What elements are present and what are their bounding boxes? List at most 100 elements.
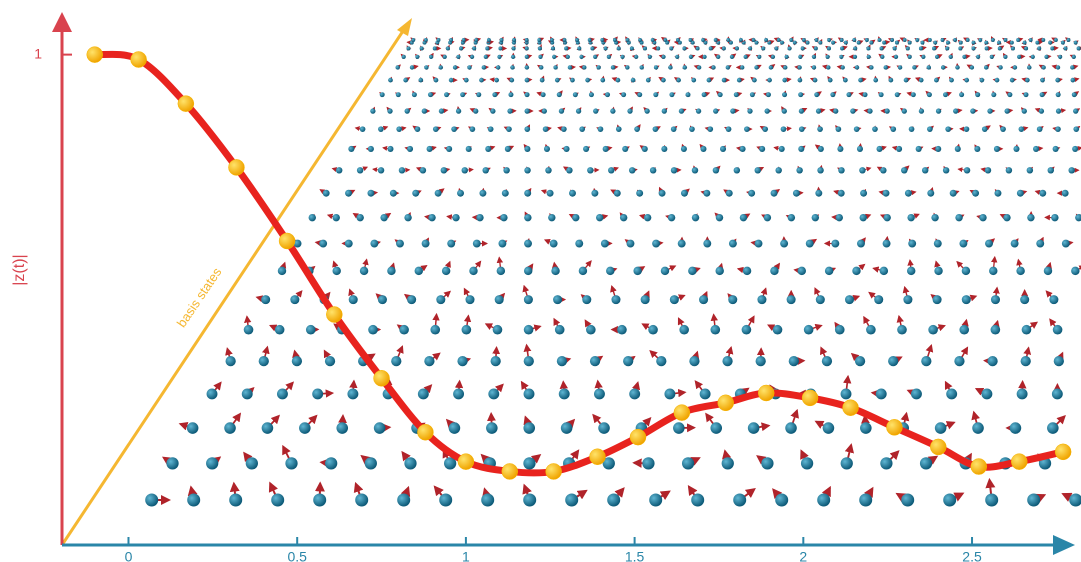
spin-site bbox=[377, 295, 387, 305]
spin-site bbox=[852, 266, 861, 276]
spin-site bbox=[958, 46, 963, 51]
point bbox=[757, 384, 775, 402]
spin-site bbox=[761, 46, 766, 51]
spin-site bbox=[739, 213, 748, 222]
spin-site bbox=[261, 295, 271, 305]
spin-site bbox=[1061, 189, 1069, 197]
spin-site bbox=[453, 388, 465, 400]
spin-site bbox=[523, 295, 533, 305]
spin-site bbox=[696, 65, 702, 70]
spin-site bbox=[524, 108, 530, 114]
spin-site bbox=[344, 239, 353, 248]
spin-site bbox=[987, 108, 993, 114]
spin-site bbox=[1041, 38, 1046, 42]
spin-site bbox=[894, 92, 900, 98]
spin-site bbox=[680, 145, 687, 152]
spin-site bbox=[972, 189, 980, 197]
spin-site bbox=[446, 145, 453, 152]
spin-site bbox=[852, 38, 857, 42]
spin-site bbox=[1025, 77, 1030, 83]
spin-site bbox=[979, 77, 985, 83]
spin-site bbox=[949, 189, 957, 197]
spin-site bbox=[485, 46, 490, 51]
spin-site bbox=[1012, 65, 1018, 70]
spin-site bbox=[582, 295, 592, 305]
spin-site bbox=[472, 46, 477, 51]
spin-site bbox=[524, 54, 529, 59]
spin-site bbox=[701, 38, 706, 42]
spin-site bbox=[856, 145, 864, 152]
spin-site bbox=[767, 77, 772, 83]
spin-site bbox=[798, 92, 804, 98]
spin-site bbox=[593, 54, 598, 59]
spin-site bbox=[1021, 324, 1032, 335]
spin-site bbox=[736, 77, 742, 83]
point bbox=[228, 159, 245, 176]
spin-site bbox=[664, 388, 676, 400]
spin-site bbox=[814, 92, 820, 98]
spin-site bbox=[461, 38, 466, 42]
spin-site bbox=[703, 189, 711, 197]
spin-site bbox=[741, 324, 752, 335]
spin-site bbox=[562, 38, 567, 42]
spin-site bbox=[421, 239, 430, 248]
spin-site bbox=[481, 65, 487, 70]
spin-field bbox=[145, 35, 1081, 507]
spin-site bbox=[813, 46, 818, 51]
spin-site bbox=[649, 493, 663, 507]
spin-site bbox=[1039, 189, 1047, 197]
spin-site bbox=[661, 77, 666, 83]
spin-site bbox=[206, 457, 219, 470]
spin-site bbox=[506, 126, 512, 133]
point bbox=[629, 428, 647, 446]
spin-site bbox=[629, 388, 641, 400]
spin-site bbox=[933, 239, 942, 248]
point bbox=[501, 463, 519, 480]
spin-site bbox=[811, 54, 817, 59]
spin-site bbox=[476, 92, 482, 98]
spin-site bbox=[348, 295, 358, 305]
spin-site bbox=[628, 167, 636, 174]
spin-site bbox=[708, 46, 713, 51]
spin-site bbox=[752, 77, 757, 83]
spin-site bbox=[882, 239, 891, 248]
spin-site bbox=[367, 145, 374, 152]
spin-site bbox=[869, 65, 874, 70]
spin-site bbox=[830, 92, 836, 98]
spin-site bbox=[678, 108, 685, 114]
spin-site bbox=[775, 493, 789, 507]
point bbox=[886, 419, 903, 436]
spin-site bbox=[906, 266, 916, 276]
spin-site bbox=[1061, 239, 1070, 248]
spin-site bbox=[945, 126, 951, 133]
spin-site bbox=[1005, 167, 1013, 174]
spin-site bbox=[455, 108, 462, 114]
spin-site bbox=[432, 126, 439, 133]
x-tick-label: 2 bbox=[799, 549, 807, 562]
spin-site bbox=[880, 457, 893, 470]
spin-site bbox=[710, 324, 721, 335]
spin-site bbox=[1071, 92, 1077, 98]
spin-site bbox=[479, 189, 487, 197]
spin-site bbox=[918, 108, 925, 114]
spin-site bbox=[963, 126, 970, 133]
spin-site bbox=[409, 65, 415, 70]
curve bbox=[91, 50, 1067, 477]
spin-site bbox=[669, 295, 679, 305]
spin-site bbox=[933, 40, 938, 45]
spin-site bbox=[770, 54, 776, 59]
spin-site bbox=[878, 92, 884, 98]
spin-site bbox=[610, 65, 616, 70]
spin-site bbox=[959, 324, 970, 335]
spin-site bbox=[556, 356, 568, 367]
spin-site bbox=[486, 38, 491, 42]
spin-site bbox=[417, 388, 429, 400]
spin-site bbox=[940, 65, 946, 70]
spin-site bbox=[903, 77, 909, 83]
spin-site bbox=[798, 145, 805, 152]
spin-site bbox=[1028, 38, 1033, 42]
spin-site bbox=[600, 38, 605, 42]
spin-site bbox=[975, 92, 981, 98]
spin-site bbox=[798, 108, 805, 114]
spin-site bbox=[1039, 92, 1045, 98]
